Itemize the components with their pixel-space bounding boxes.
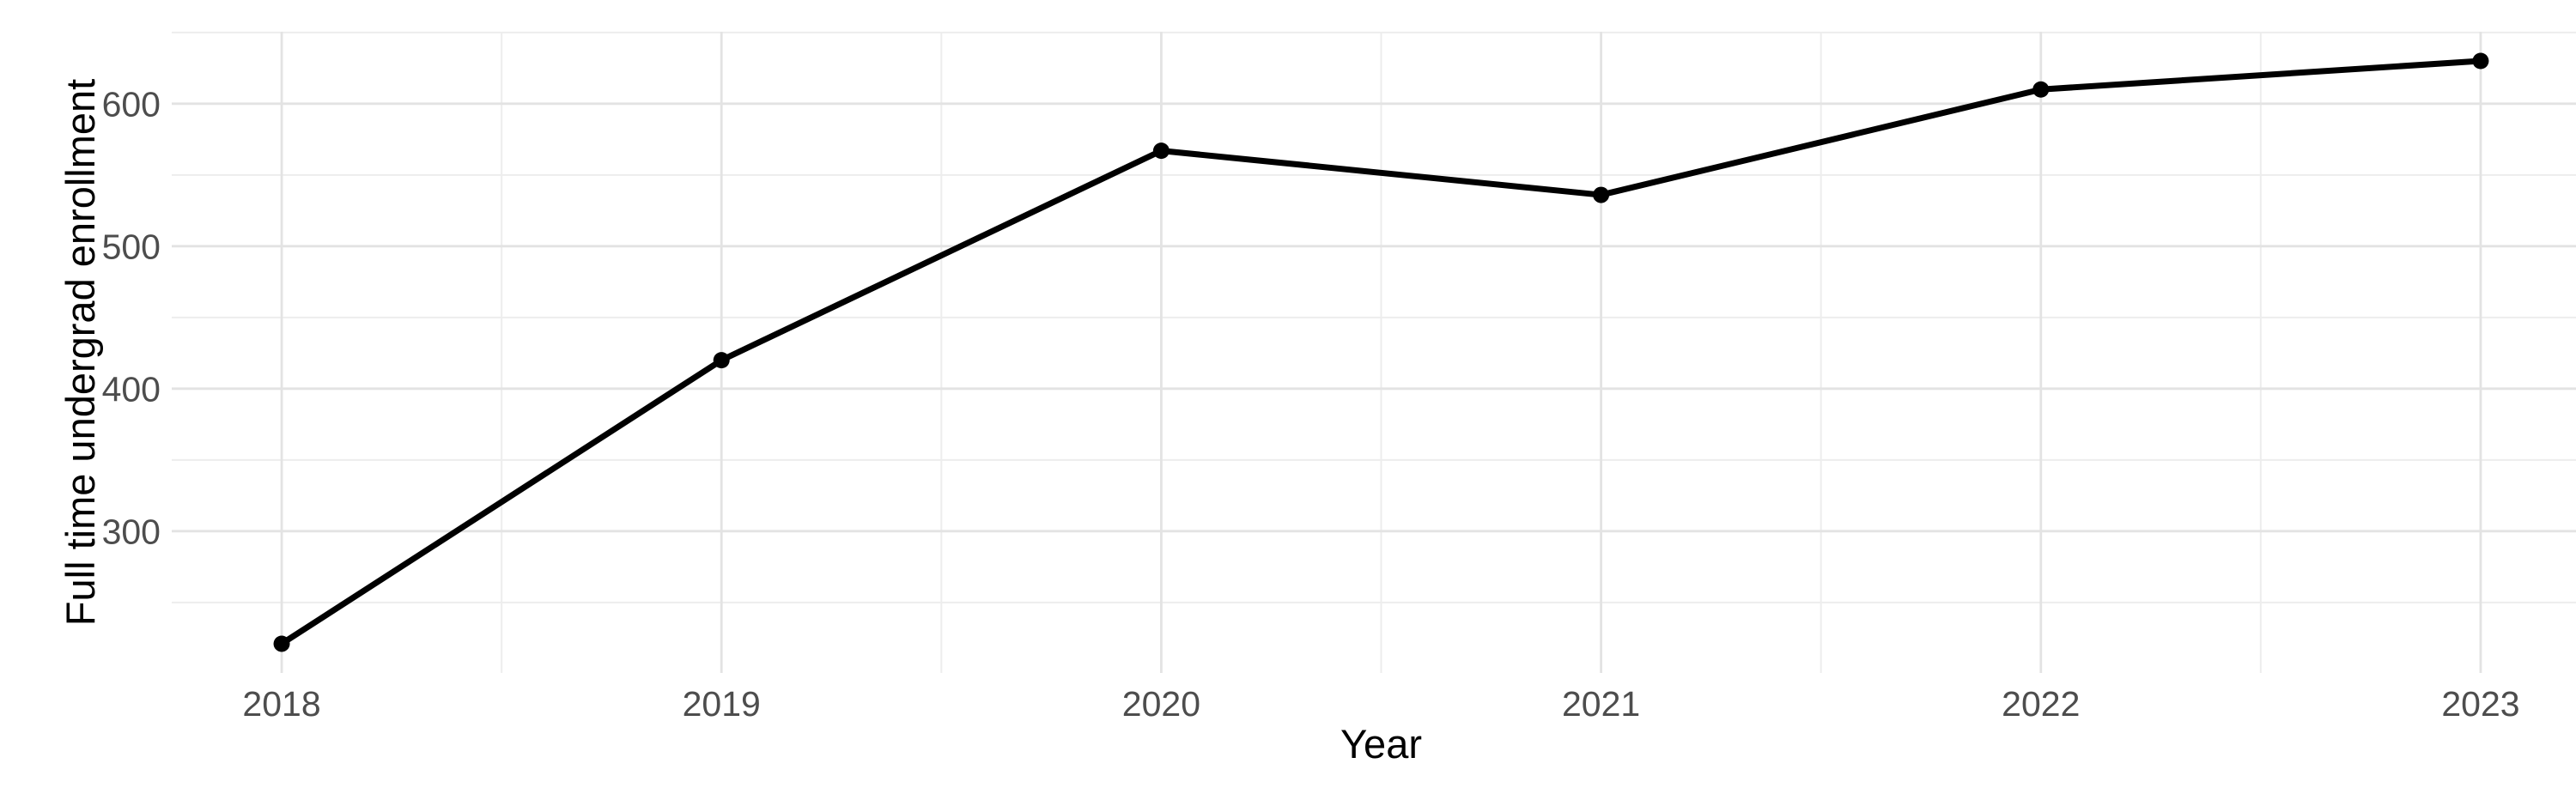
y-tick-label: 600 bbox=[102, 84, 161, 124]
y-tick-label: 500 bbox=[102, 227, 161, 266]
data-point-2023 bbox=[2472, 52, 2489, 70]
line-chart-canvas: 2018 2019 2020 2021 2022 2023 300 400 500 600 Ye… bbox=[58, 31, 2576, 767]
y-tick-label: 400 bbox=[102, 369, 161, 409]
x-tick-label: 2022 bbox=[2002, 684, 2080, 724]
x-axis-title: Year bbox=[1340, 721, 1422, 767]
data-point-2022 bbox=[2032, 81, 2050, 98]
data-point-2021 bbox=[1593, 186, 1610, 203]
y-axis-tick-labels: 300 400 500 600 bbox=[102, 84, 161, 551]
x-tick-label: 2018 bbox=[242, 684, 320, 724]
x-axis-tick-labels: 2018 2019 2020 2021 2022 2023 bbox=[242, 684, 2519, 724]
enrollment-trend-chart: 2018 2019 2020 2021 2022 2023 300 400 500 600 Ye… bbox=[34, 14, 2576, 786]
data-point-2018 bbox=[273, 635, 290, 652]
x-tick-label: 2021 bbox=[1562, 684, 1640, 724]
y-tick-label: 300 bbox=[102, 512, 161, 551]
gridlines-major bbox=[172, 32, 2576, 673]
enrollment-line bbox=[280, 58, 2482, 646]
x-tick-label: 2023 bbox=[2441, 684, 2519, 724]
x-tick-label: 2019 bbox=[683, 684, 761, 724]
x-tick-label: 2020 bbox=[1122, 684, 1200, 724]
gridlines-minor bbox=[172, 31, 2576, 673]
data-point-2020 bbox=[1152, 142, 1170, 160]
data-point-2019 bbox=[713, 352, 730, 369]
data-series bbox=[273, 52, 2489, 652]
y-axis-title: Full time undergrad enrollment bbox=[58, 79, 103, 626]
